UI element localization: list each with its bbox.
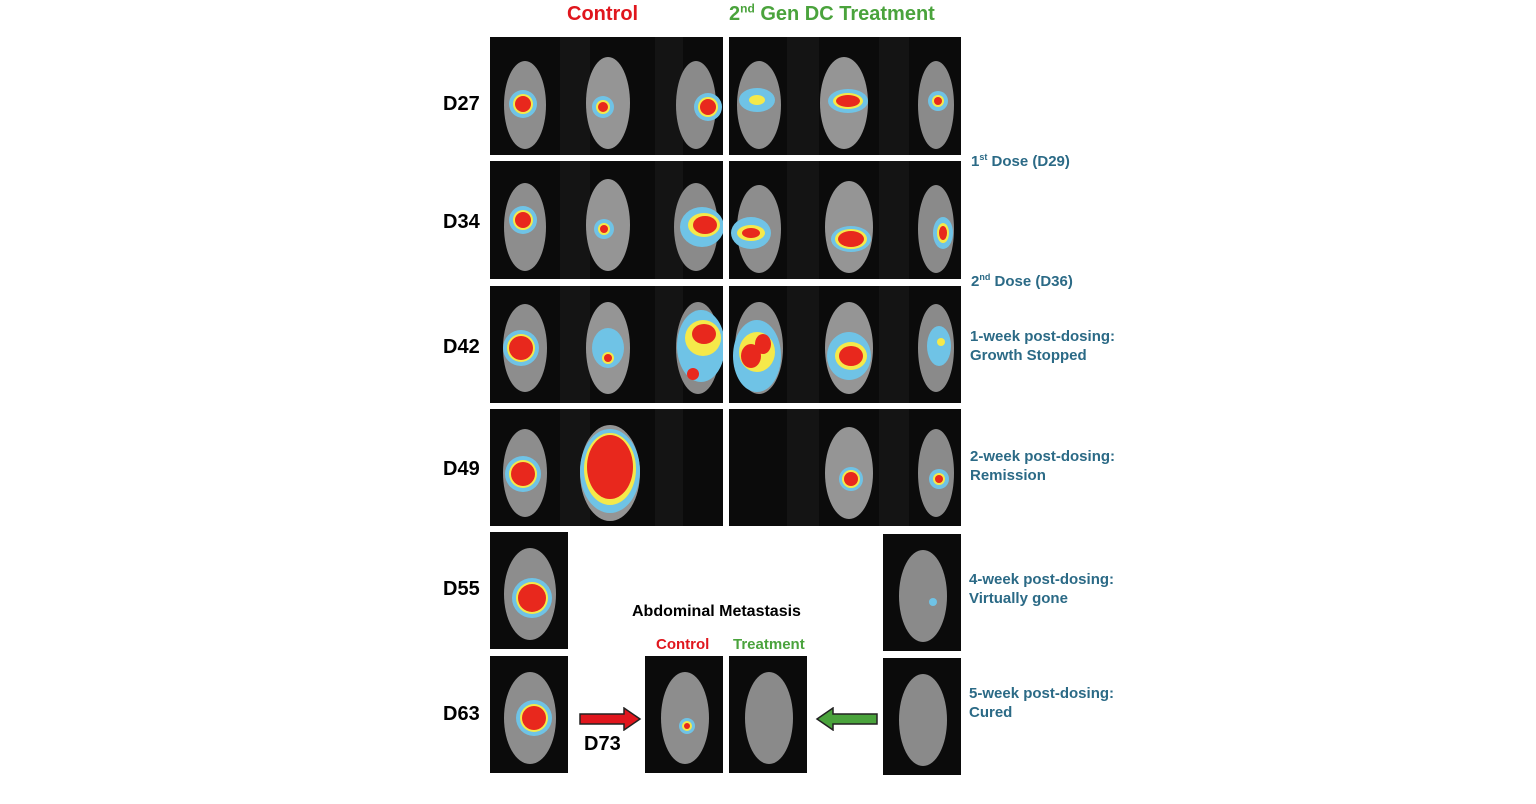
green-arrow-icon (815, 707, 878, 731)
note-first-dose-ordinal: 1 (971, 153, 980, 170)
panel-treatment-d34 (729, 161, 961, 279)
panel-treatment-d42 (729, 286, 961, 403)
metastasis-day-label: D73 (584, 733, 621, 755)
note-4-week: 4-week post-dosing: Virtually gone (969, 570, 1114, 608)
metastasis-treatment-label: Treatment (733, 636, 805, 653)
panel-control-d55 (490, 532, 568, 649)
note-5-week-line2: Cured (969, 704, 1013, 721)
note-first-dose-text: Dose (D29) (987, 153, 1070, 170)
metastasis-title: Abdominal Metastasis (632, 603, 801, 620)
note-2-week: 2-week post-dosing: Remission (970, 447, 1115, 485)
panel-control-d42 (490, 286, 723, 403)
note-second-dose-sup: nd (979, 272, 991, 282)
treatment-header-sup: nd (740, 1, 755, 16)
panel-control-d27 (490, 37, 723, 155)
panel-metastasis-control (645, 656, 723, 773)
day-label-d42: D42 (443, 336, 480, 358)
note-1-week-line2: Growth Stopped (970, 347, 1087, 364)
panel-metastasis-treatment (729, 656, 807, 773)
note-5-week-line1: 5-week post-dosing: (969, 685, 1115, 702)
note-2-week-line1: 2-week post-dosing: (970, 448, 1116, 465)
treatment-header-text: Gen DC Treatment (754, 3, 935, 25)
day-label-d49: D49 (443, 458, 480, 480)
red-arrow-icon (579, 707, 642, 731)
panel-control-d49 (490, 409, 723, 526)
note-first-dose: 1st Dose (D29) (971, 152, 1070, 171)
note-4-week-line1: 4-week post-dosing: (969, 571, 1115, 588)
note-second-dose-text: Dose (D36) (990, 273, 1073, 290)
treatment-header-ordinal: 2 (729, 3, 741, 25)
panel-control-d63 (490, 656, 568, 773)
day-label-d55: D55 (443, 578, 480, 600)
day-label-d63: D63 (443, 703, 480, 725)
note-1-week: 1-week post-dosing: Growth Stopped (970, 327, 1115, 365)
control-header: Control (567, 3, 639, 25)
panel-control-d34 (490, 161, 723, 279)
panel-treatment-d27 (729, 37, 961, 155)
panel-treatment-d63 (883, 658, 961, 775)
treatment-header: 2nd Gen DC Treatment (729, 1, 935, 26)
day-label-d34: D34 (443, 211, 480, 233)
note-5-week: 5-week post-dosing: Cured (969, 684, 1114, 722)
note-2-week-line2: Remission (970, 467, 1046, 484)
metastasis-control-label: Control (656, 636, 710, 653)
note-1-week-line1: 1-week post-dosing: (970, 328, 1116, 345)
note-second-dose: 2nd Dose (D36) (971, 272, 1073, 291)
panel-treatment-d55 (883, 534, 961, 651)
note-first-dose-sup: st (979, 152, 988, 162)
note-second-dose-ordinal: 2 (971, 273, 980, 290)
day-label-d27: D27 (443, 93, 480, 115)
note-4-week-line2: Virtually gone (969, 590, 1068, 607)
panel-treatment-d49 (729, 409, 961, 526)
